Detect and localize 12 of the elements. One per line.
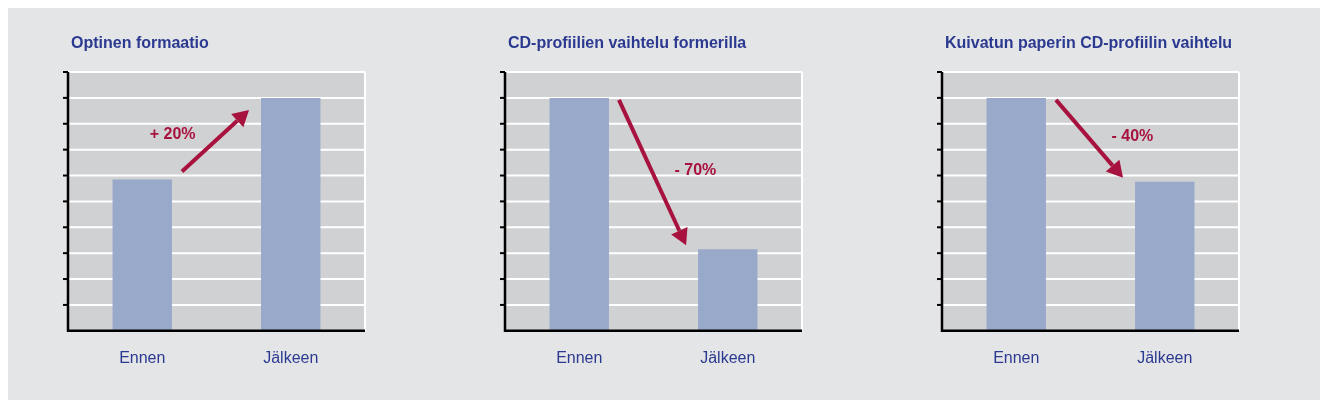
x-tick-label: Jälkeen (1137, 348, 1193, 366)
annotation: + 20% (149, 125, 196, 143)
annotation: - 70% (674, 160, 717, 178)
chart-title: CD-profiilien vaihtelu formerilla (508, 34, 747, 51)
x-tick-label: Ennen (119, 348, 166, 366)
chart-title: Kuivatun paperin CD-profiilin vaihtelu (945, 34, 1233, 51)
x-tick-label: Jälkeen (263, 348, 319, 366)
x-tick-label: Ennen (556, 348, 603, 366)
x-tick-label: Ennen (993, 348, 1040, 366)
annotation: - 40% (1111, 127, 1154, 145)
chart-title: Optinen formaatio (71, 34, 210, 51)
x-tick-label: Jälkeen (700, 348, 756, 366)
